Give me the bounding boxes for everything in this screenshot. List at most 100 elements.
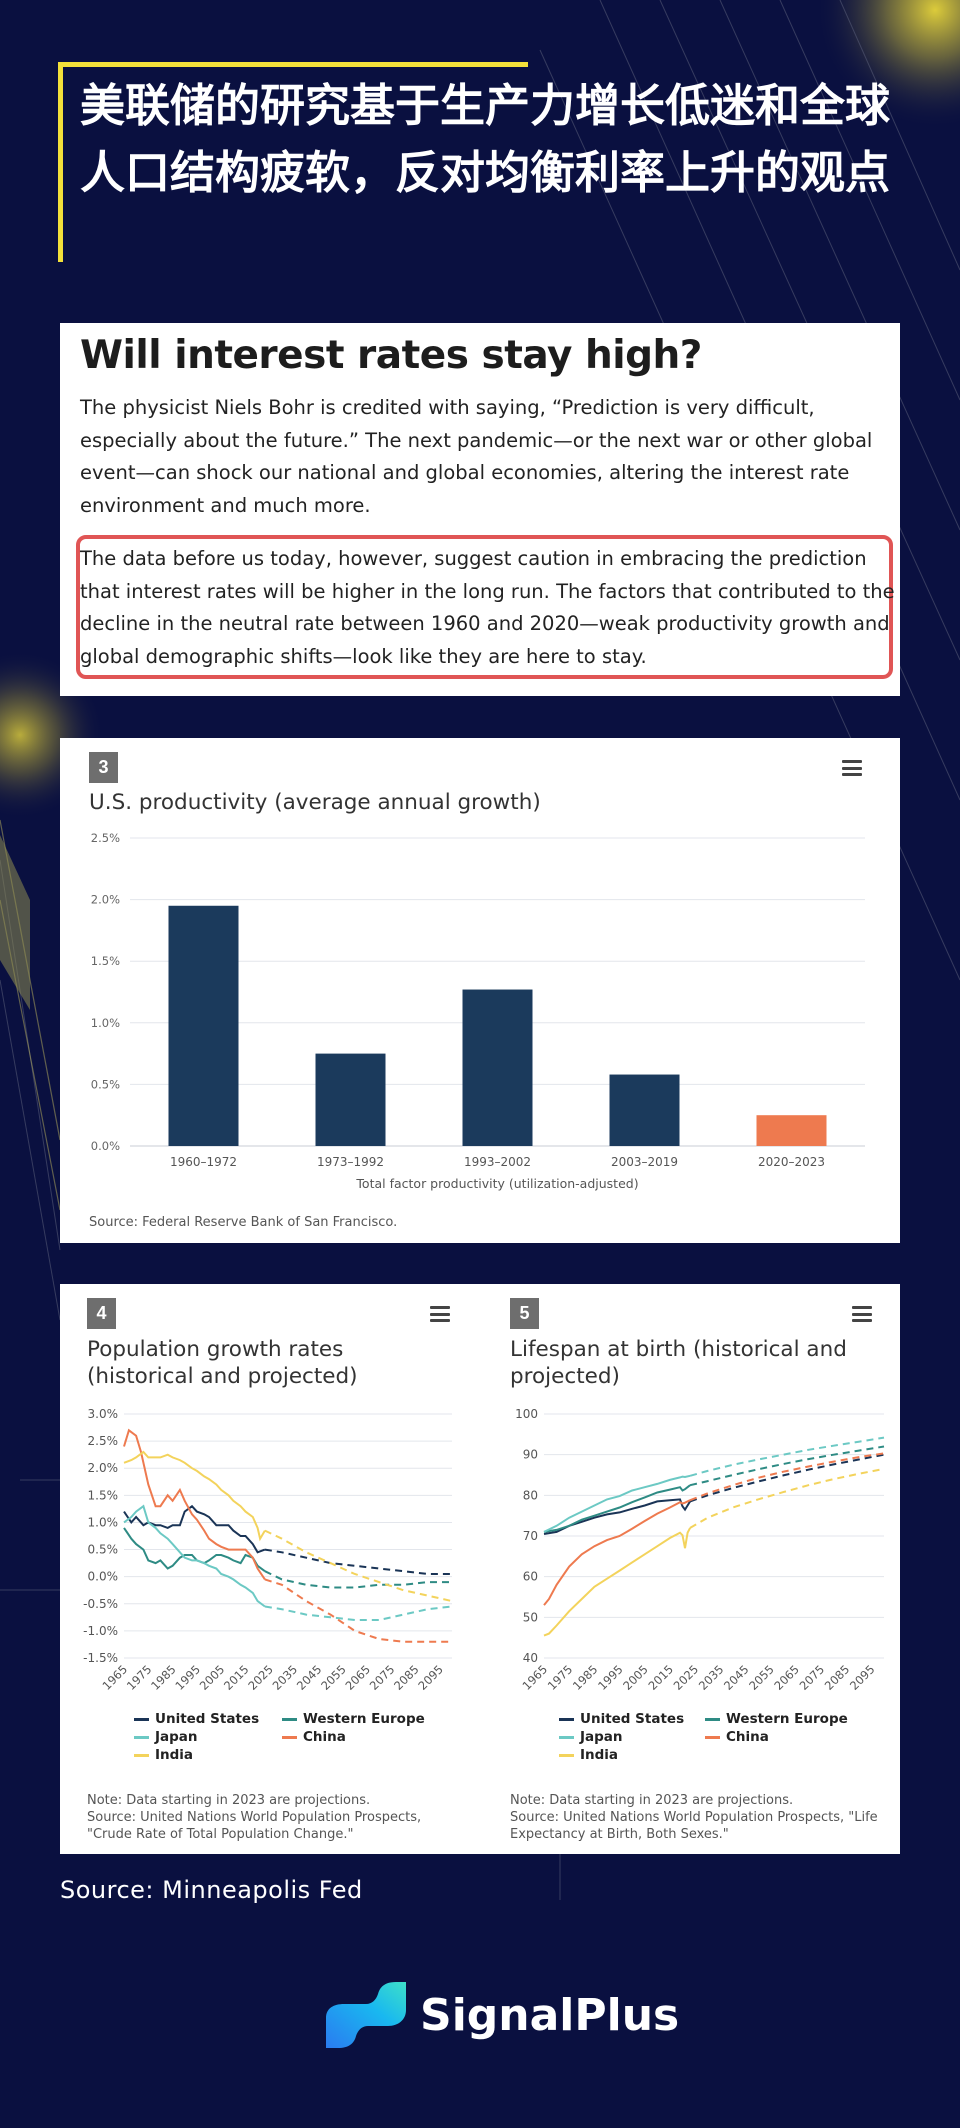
x-tick-label: 1985 (148, 1662, 179, 1693)
y-tick-label: 60 (523, 1570, 538, 1584)
y-tick-label: 50 (523, 1610, 538, 1624)
x-tick-label: 1975 (545, 1662, 576, 1693)
y-tick-label: 2.5% (88, 1434, 119, 1448)
legend-item-japan[interactable]: Japan (134, 1729, 198, 1745)
legend-item-western-europe[interactable]: Western Europe (282, 1711, 425, 1727)
x-tick-label: 2005 (620, 1662, 651, 1693)
article-title: Will interest rates stay high? (80, 333, 702, 378)
legend-label: China (726, 1729, 769, 1745)
hamburger-menu-icon[interactable] (842, 760, 862, 776)
x-tick-label: 1985 (570, 1662, 601, 1693)
bar-1960–1972 (168, 905, 239, 1146)
x-tick-label: 1995 (595, 1662, 626, 1693)
y-tick-label: 0.0% (91, 1139, 120, 1153)
legend-swatch (282, 1735, 297, 1739)
projection-line-india (264, 1529, 453, 1603)
legend-item-india[interactable]: India (134, 1747, 193, 1763)
x-tick-label: 2075 (367, 1662, 398, 1693)
legend-item-japan[interactable]: Japan (559, 1729, 623, 1745)
projection-line-japan (689, 1436, 885, 1477)
bar-2020–2023 (756, 1115, 827, 1146)
series-line-western-europe (123, 1527, 266, 1573)
projection-line-united-states (264, 1548, 452, 1575)
x-tick-label: 2095 (415, 1662, 446, 1693)
y-tick-label: 1.0% (91, 1016, 120, 1030)
hamburger-menu-icon[interactable] (430, 1306, 450, 1322)
x-tick-label: 2045 (721, 1662, 752, 1693)
series-line-western-europe (543, 1484, 691, 1533)
legend-label: China (303, 1729, 346, 1745)
y-tick-label: 2.5% (91, 831, 120, 845)
legend-swatch (705, 1735, 720, 1739)
chart-number-badge: 5 (510, 1298, 539, 1329)
legend-swatch (134, 1735, 149, 1739)
x-tick-label: 2075 (797, 1662, 828, 1693)
series-line-india (123, 1450, 266, 1542)
legend-item-western-europe[interactable]: Western Europe (705, 1711, 848, 1727)
legend-label: Western Europe (303, 1711, 425, 1727)
x-tick-label: 2003–2019 (611, 1155, 678, 1169)
legend-item-china[interactable]: China (282, 1729, 346, 1745)
legend-swatch (705, 1717, 720, 1721)
y-tick-label: -1.0% (83, 1624, 118, 1638)
x-tick-label: 2025 (245, 1662, 276, 1693)
chart-source: Source: United Nations World Population … (510, 1810, 878, 1842)
legend-label: India (155, 1747, 194, 1763)
lifespan-legend: United States Western Europe Japan China… (480, 1711, 900, 1771)
projection-line-united-states (689, 1453, 885, 1503)
legend-item-united-states[interactable]: United States (559, 1711, 684, 1727)
legend-item-united-states[interactable]: United States (134, 1711, 259, 1727)
x-tick-label: 1960–1972 (170, 1155, 237, 1169)
x-tick-label: 2035 (696, 1662, 727, 1693)
legend-label: India (580, 1747, 619, 1763)
chart-number-badge: 3 (89, 752, 118, 783)
productivity-chart-card: 3 U.S. productivity (average annual grow… (60, 738, 900, 1243)
legend-label: Japan (580, 1729, 623, 1745)
hamburger-menu-icon[interactable] (852, 1306, 872, 1322)
x-tick-label: 1965 (520, 1662, 551, 1693)
x-tick-label: 2045 (294, 1662, 325, 1693)
chart-number-badge: 4 (87, 1298, 116, 1329)
y-tick-label: 0.5% (91, 1077, 120, 1091)
chart-source: Source: Federal Reserve Bank of San Fran… (89, 1215, 398, 1230)
footer-source: Source: Minneapolis Fed (60, 1876, 363, 1904)
x-tick-label: 2085 (822, 1662, 853, 1693)
article-card: Will interest rates stay high? The physi… (60, 323, 900, 696)
x-tick-label: 1995 (172, 1662, 203, 1693)
legend-item-india[interactable]: India (559, 1747, 618, 1763)
x-tick-label: 2085 (391, 1662, 422, 1693)
bar-2003–2019 (609, 1074, 680, 1146)
x-tick-label: 2095 (847, 1662, 878, 1693)
x-tick-label: 2055 (746, 1662, 777, 1693)
chart-note: Note: Data starting in 2023 are projecti… (510, 1793, 794, 1808)
demographics-charts-card: 4 Population growth rates (historical an… (60, 1284, 900, 1854)
y-tick-label: 1.5% (88, 1488, 119, 1502)
signalplus-logo-icon (326, 1982, 406, 2048)
y-tick-label: 40 (523, 1651, 538, 1665)
legend-label: Western Europe (726, 1711, 848, 1727)
chart-title: U.S. productivity (average annual growth… (89, 790, 541, 815)
headline-frame (58, 62, 898, 262)
chart-title: Population growth rates (historical and … (87, 1337, 358, 1389)
series-line-china (123, 1428, 266, 1580)
projection-line-japan (264, 1605, 453, 1621)
x-tick-label: 2005 (197, 1662, 228, 1693)
legend-swatch (559, 1753, 574, 1757)
article-paragraph-1: The physicist Niels Bohr is credited wit… (80, 396, 873, 517)
y-tick-label: 90 (523, 1448, 538, 1462)
page-headline: 美联储的研究基于生产力增长低迷和全球人口结构疲软，反对均衡利率上升的观点 (80, 79, 891, 199)
chart-note: Note: Data starting in 2023 are projecti… (87, 1793, 371, 1808)
legend-item-china[interactable]: China (705, 1729, 769, 1745)
y-tick-label: -0.5% (83, 1597, 118, 1611)
legend-label: United States (580, 1711, 685, 1727)
projection-line-china (264, 1578, 452, 1643)
legend-swatch (134, 1717, 149, 1721)
legend-swatch (559, 1735, 574, 1739)
projection-line-india (689, 1467, 885, 1529)
series-line-china (543, 1499, 691, 1606)
x-tick-label: 2065 (342, 1662, 373, 1693)
bar-1973–1992 (315, 1053, 386, 1146)
x-tick-label: 1975 (124, 1662, 155, 1693)
y-tick-label: 2.0% (88, 1461, 119, 1475)
x-tick-label: 2035 (270, 1662, 301, 1693)
